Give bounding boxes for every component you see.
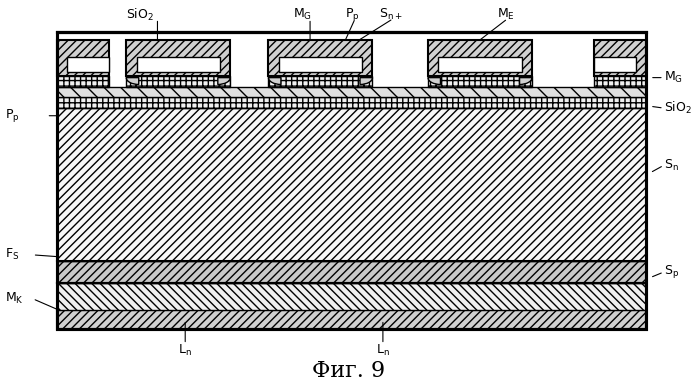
Text: $\mathrm{P_p}$: $\mathrm{P_p}$ — [5, 107, 20, 124]
Bar — [57, 76, 109, 87]
Text: Фиг. 9: Фиг. 9 — [312, 360, 385, 382]
Bar — [268, 39, 372, 76]
Bar — [594, 57, 636, 72]
Bar — [57, 87, 647, 96]
Bar — [57, 283, 647, 310]
Text: $\mathrm{S_{n+}}$: $\mathrm{S_{n+}}$ — [379, 7, 403, 22]
Bar — [594, 39, 647, 76]
Wedge shape — [519, 78, 532, 85]
Text: $\mathrm{S_n}$: $\mathrm{S_n}$ — [664, 158, 678, 173]
Bar — [57, 261, 647, 283]
Bar — [57, 39, 109, 76]
Wedge shape — [428, 78, 440, 85]
Wedge shape — [218, 78, 230, 85]
Bar — [57, 310, 647, 329]
Text: $\mathrm{M_E}$: $\mathrm{M_E}$ — [498, 7, 515, 22]
Text: $\mathrm{L_n}$: $\mathrm{L_n}$ — [376, 343, 390, 358]
Text: $\mathrm{L_n}$: $\mathrm{L_n}$ — [178, 343, 192, 358]
Text: $\mathrm{M_G}$: $\mathrm{M_G}$ — [293, 7, 312, 22]
Text: $\mathrm{F_S}$: $\mathrm{F_S}$ — [5, 247, 19, 262]
Text: $\mathrm{M_G}$: $\mathrm{M_G}$ — [664, 70, 682, 85]
Wedge shape — [360, 78, 372, 85]
Bar — [57, 96, 647, 108]
Bar — [126, 76, 230, 87]
Bar — [126, 39, 230, 76]
Bar — [57, 108, 647, 261]
Wedge shape — [268, 78, 281, 85]
Text: $\mathrm{W_p}$: $\mathrm{W_p}$ — [178, 42, 198, 59]
Bar — [279, 57, 362, 72]
Bar — [428, 76, 532, 87]
Bar — [67, 57, 109, 72]
Text: $\mathrm{SiO_2}$: $\mathrm{SiO_2}$ — [126, 7, 154, 23]
Text: $\mathrm{S_p}$: $\mathrm{S_p}$ — [664, 264, 679, 281]
Bar — [428, 39, 532, 76]
Wedge shape — [126, 78, 139, 85]
Text: $\mathrm{M_K}$: $\mathrm{M_K}$ — [5, 291, 24, 306]
Text: $\mathrm{P_p}$: $\mathrm{P_p}$ — [344, 6, 359, 23]
Bar — [57, 32, 647, 329]
Bar — [594, 76, 647, 87]
Bar — [268, 76, 372, 87]
Bar — [136, 57, 220, 72]
Text: $\mathrm{SiO_2}$: $\mathrm{SiO_2}$ — [664, 100, 692, 116]
Bar — [438, 57, 522, 72]
